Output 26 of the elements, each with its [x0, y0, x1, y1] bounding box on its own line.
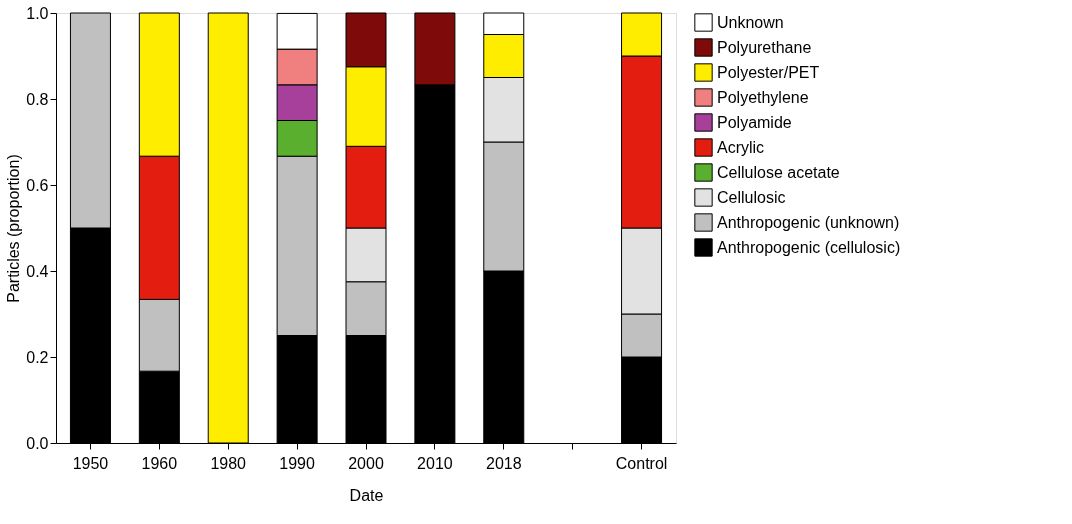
y-tick-label: 0.8: [26, 90, 49, 108]
legend-label: Polyester/PET: [717, 63, 820, 81]
x-tick-label: 1960: [141, 454, 178, 472]
legend-label: Cellulose acetate: [717, 163, 840, 181]
legend-label: Polyamide: [717, 113, 792, 131]
y-tick-label: 0.0: [26, 434, 49, 452]
y-tick-label: 1.0: [26, 4, 49, 22]
x-tick-label: Control: [615, 454, 668, 472]
y-tick-label: 0.2: [26, 348, 49, 366]
y-axis-title: Particles (proportion): [5, 154, 23, 303]
y-tick-label: 0.6: [26, 176, 49, 194]
legend-label: Anthropogenic (cellulosic): [717, 238, 901, 256]
x-tick-label: 1950: [72, 454, 109, 472]
x-axis-title: Date: [349, 486, 384, 504]
legend-label: Polyethylene: [717, 88, 809, 106]
y-tick-label: 0.4: [26, 262, 49, 280]
legend-label: Anthropogenic (unknown): [717, 213, 900, 231]
legend-label: Polyurethane: [717, 38, 812, 56]
legend-label: Acrylic: [717, 138, 765, 156]
x-tick-label: 1990: [279, 454, 316, 472]
legend-label: Unknown: [717, 13, 784, 31]
x-tick-label: 2000: [348, 454, 384, 472]
legend-label: Cellulosic: [717, 188, 786, 206]
x-tick-label: 2018: [485, 454, 522, 472]
x-tick-label: 1980: [210, 454, 247, 472]
x-tick-label: 2010: [417, 454, 453, 472]
